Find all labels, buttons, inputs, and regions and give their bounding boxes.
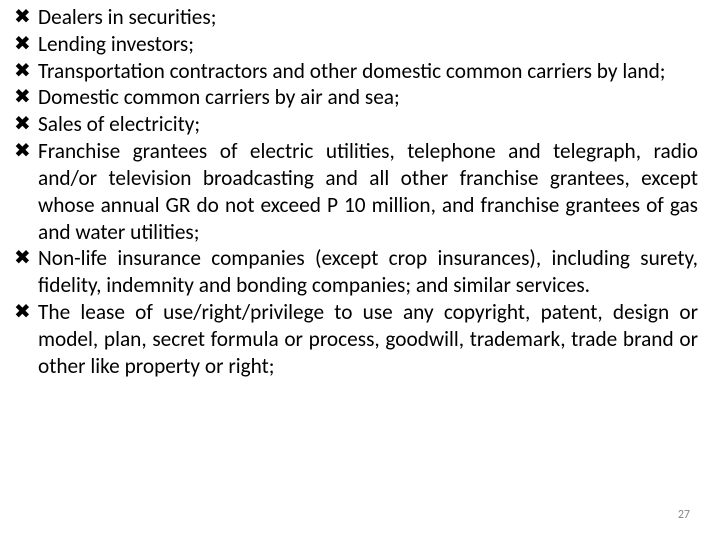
list-item: The lease of use/right/privilege to use …	[14, 299, 698, 379]
list-item-text: Transportation contractors and other dom…	[38, 58, 666, 84]
page-number: 27	[678, 508, 690, 522]
list-item: Lending investors;	[14, 31, 698, 58]
list-item-text: Dealers in securities;	[38, 4, 216, 30]
list-item-text: Domestic common carriers by air and sea;	[38, 84, 400, 110]
list-item: Non-life insurance companies (except cro…	[14, 245, 698, 299]
list-item: Sales of electricity;	[14, 111, 698, 138]
bullet-list: Dealers in securities; Lending investors…	[14, 4, 698, 380]
list-item: Domestic common carriers by air and sea;	[14, 84, 698, 111]
list-item-text: Lending investors;	[38, 31, 194, 57]
list-item: Dealers in securities;	[14, 4, 698, 31]
slide-container: Dealers in securities; Lending investors…	[0, 0, 720, 540]
list-item-text: Franchise grantees of electric utilities…	[38, 138, 698, 244]
list-item: Franchise grantees of electric utilities…	[14, 138, 698, 245]
list-item-text: Sales of electricity;	[38, 111, 200, 137]
list-item: Transportation contractors and other dom…	[14, 58, 698, 85]
list-item-text: Non-life insurance companies (except cro…	[38, 245, 698, 298]
list-item-text: The lease of use/right/privilege to use …	[38, 299, 698, 379]
